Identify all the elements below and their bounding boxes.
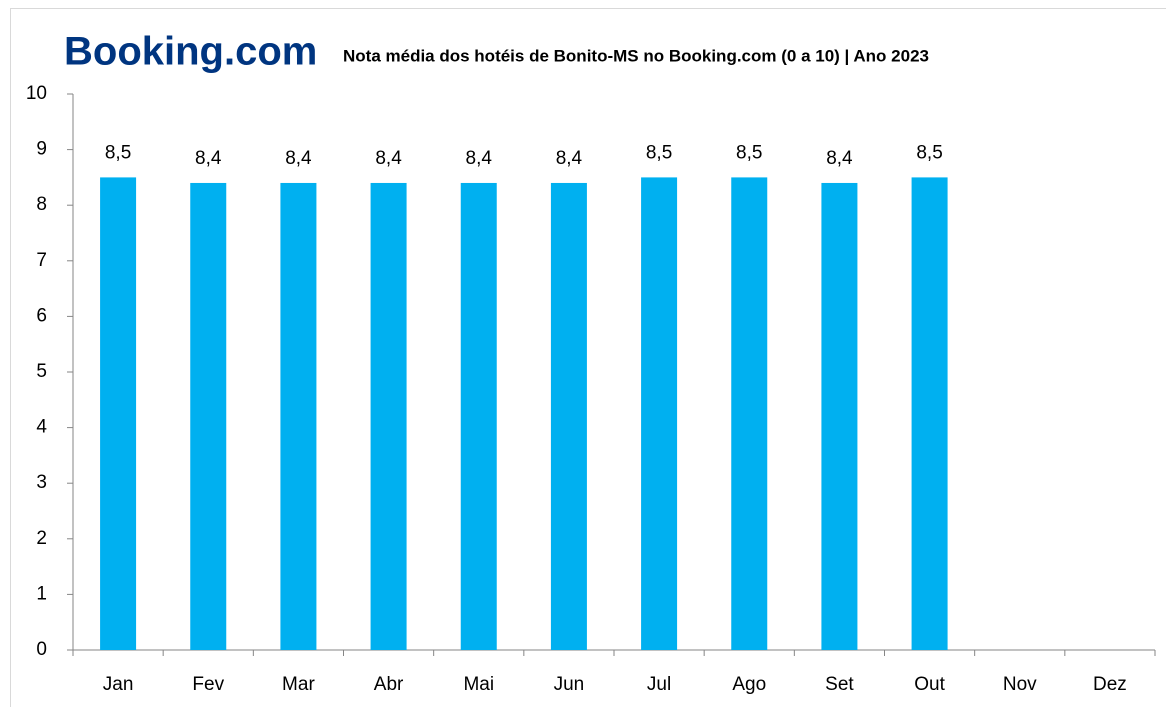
y-tick-label: 4 — [36, 417, 47, 438]
chart-title: Nota média dos hotéis de Bonito-MS no Bo… — [343, 46, 929, 65]
y-tick-label: 9 — [36, 139, 47, 160]
value-label: 8,4 — [556, 148, 583, 169]
y-tick-label: 3 — [36, 472, 47, 493]
bar — [731, 177, 768, 650]
x-tick-label: Abr — [374, 674, 404, 695]
y-tick-label: 6 — [36, 305, 47, 326]
chart-border — [10, 8, 1166, 707]
bar — [641, 177, 678, 650]
y-tick-label: 5 — [36, 361, 47, 382]
y-tick-label: 10 — [26, 83, 47, 104]
x-tick-label: Dez — [1093, 674, 1127, 695]
bar — [370, 182, 407, 650]
bar — [100, 177, 137, 650]
y-tick-label: 1 — [36, 583, 47, 604]
x-tick-label: Jul — [647, 674, 671, 695]
value-label: 8,4 — [826, 148, 853, 169]
y-tick-label: 7 — [36, 250, 47, 271]
bar — [280, 182, 317, 650]
y-tick-label: 8 — [36, 194, 47, 215]
bar — [550, 182, 587, 650]
value-label: 8,5 — [736, 142, 762, 163]
x-tick-label: Out — [914, 674, 945, 695]
bar — [911, 177, 948, 650]
y-tick-label: 0 — [36, 639, 47, 660]
brand-logo: Booking.com — [64, 30, 317, 74]
value-label: 8,5 — [646, 142, 672, 163]
value-label: 8,5 — [916, 142, 942, 163]
value-label: 8,4 — [375, 148, 402, 169]
x-tick-label: Mar — [282, 674, 315, 695]
value-label: 8,4 — [195, 148, 222, 169]
value-label: 8,5 — [105, 142, 131, 163]
value-label: 8,4 — [285, 148, 312, 169]
bar — [821, 182, 858, 650]
x-tick-label: Set — [825, 674, 854, 695]
x-tick-label: Jan — [103, 674, 134, 695]
x-tick-label: Fev — [192, 674, 224, 695]
y-tick-label: 2 — [36, 528, 47, 549]
x-tick-label: Mai — [463, 674, 494, 695]
value-label: 8,4 — [466, 148, 493, 169]
x-tick-label: Ago — [732, 674, 766, 695]
x-tick-label: Nov — [1003, 674, 1037, 695]
bar — [190, 182, 227, 650]
bar — [460, 182, 497, 650]
x-tick-label: Jun — [554, 674, 585, 695]
